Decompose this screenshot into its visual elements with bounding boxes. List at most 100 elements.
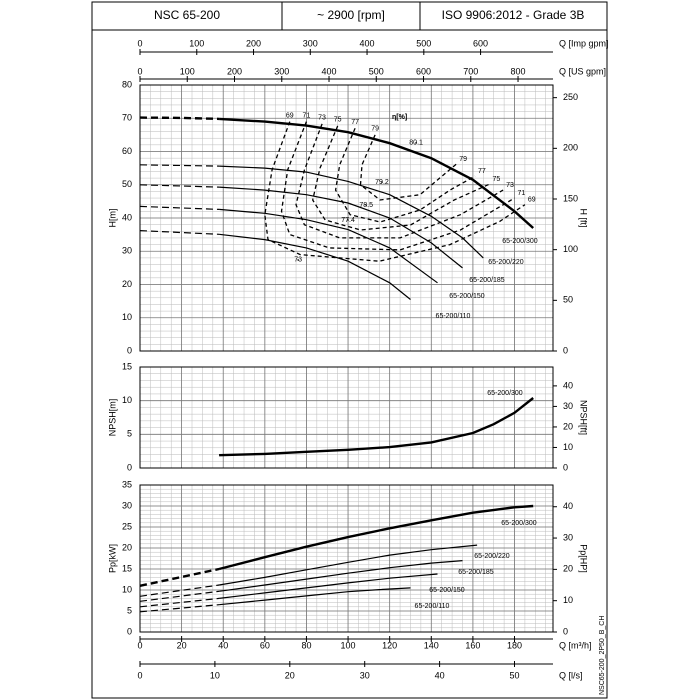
performance-curve <box>139 116 220 121</box>
x-tick-label: 20 <box>177 640 187 650</box>
x-tick-label: 40 <box>218 640 228 650</box>
x-tick-label: 300 <box>303 38 318 48</box>
y2-tick-label: 30 <box>563 401 573 411</box>
x-axis-label: Q [l/s] <box>559 670 583 680</box>
frame <box>91 1 608 699</box>
y-tick-label: 0 <box>127 626 132 636</box>
performance-curve <box>219 165 484 259</box>
performance-curve <box>219 560 463 592</box>
x-tick-label: 400 <box>322 66 337 76</box>
performance-curve <box>219 186 463 269</box>
x-axis-label: Q [Imp gpm] <box>559 38 609 48</box>
y-tick-label: 5 <box>127 429 132 439</box>
y-tick-label: 35 <box>122 479 132 489</box>
performance-curve <box>139 184 220 188</box>
y-tick-label: 15 <box>122 361 132 371</box>
x-tick-label: 20 <box>285 670 295 680</box>
y2-axis-label: H [ft] <box>579 208 589 227</box>
x-tick-label: 800 <box>511 66 526 76</box>
y-tick-label: 30 <box>122 500 132 510</box>
curve-label: 65-200/220 <box>474 553 510 560</box>
x-tick-label: 120 <box>382 640 397 650</box>
efficiency-label: 73 <box>506 182 514 189</box>
performance-curve <box>219 587 411 606</box>
y2-tick-label: 250 <box>563 92 578 102</box>
y-axis-label: H[m] <box>107 209 117 228</box>
bep-label: 80.1 <box>409 140 423 147</box>
x-tick-label: 100 <box>189 38 204 48</box>
plot-border <box>139 84 554 352</box>
x-tick-label: 60 <box>260 640 270 650</box>
x-tick-label: 50 <box>509 670 519 680</box>
y2-tick-label: 0 <box>563 345 568 355</box>
efficiency-label: 79 <box>459 156 467 163</box>
performance-curve <box>139 164 220 167</box>
model: NSC 65-200 <box>154 8 220 22</box>
efficiency-label: 77 <box>478 168 486 175</box>
y2-tick-label: 10 <box>563 595 573 605</box>
y2-tick-label: 0 <box>563 462 568 472</box>
x-axis-label: Q [m³/h] <box>559 640 592 650</box>
y-tick-label: 50 <box>122 179 132 189</box>
curve-label: 65-200/150 <box>429 587 465 594</box>
efficiency-label: 75 <box>334 117 342 124</box>
plot-border <box>139 484 554 633</box>
x-tick-label: 40 <box>435 670 445 680</box>
efficiency-label: 75 <box>493 176 501 183</box>
y-tick-label: 10 <box>122 584 132 594</box>
bep-label: 78.5 <box>359 202 373 209</box>
standard: ISO 9906:2012 - Grade 3B <box>442 8 585 22</box>
performance-curve <box>219 233 411 300</box>
y2-tick-label: 40 <box>563 501 573 511</box>
plot-area <box>140 485 553 632</box>
y2-tick-label: 100 <box>563 244 578 254</box>
performance-curve <box>219 208 438 284</box>
performance-curve <box>139 604 220 613</box>
bep-point <box>381 181 383 183</box>
y-tick-label: 20 <box>122 279 132 289</box>
y2-tick-label: 10 <box>563 442 573 452</box>
y-axis-label: Pp[kW] <box>107 544 117 573</box>
bep-point <box>297 259 299 261</box>
y2-tick-label: 20 <box>563 421 573 431</box>
bep-point <box>347 219 349 221</box>
curve-label: 65-200/300 <box>487 390 523 397</box>
curve-label: 65-200/300 <box>502 238 538 245</box>
curve-label: 65-200/185 <box>469 277 505 284</box>
bep-point <box>415 142 417 144</box>
y-tick-label: 5 <box>127 605 132 615</box>
efficiency-label: 79 <box>371 126 379 133</box>
performance-curve <box>139 230 220 235</box>
performance-curve <box>139 590 220 602</box>
efficiency-label: 69 <box>528 197 536 204</box>
y-tick-label: 60 <box>122 146 132 156</box>
performance-curve <box>219 397 534 457</box>
y2-tick-label: 0 <box>563 626 568 636</box>
x-tick-label: 300 <box>274 66 289 76</box>
x-tick-label: 0 <box>137 640 142 650</box>
x-tick-label: 0 <box>137 38 142 48</box>
x-tick-label: 100 <box>341 640 356 650</box>
performance-curve <box>219 573 438 599</box>
x-tick-label: 500 <box>369 66 384 76</box>
y2-tick-label: 200 <box>563 143 578 153</box>
y2-tick-label: 150 <box>563 193 578 203</box>
efficiency-label: 77 <box>351 119 359 126</box>
x-tick-label: 180 <box>507 640 522 650</box>
y-tick-label: 20 <box>122 542 132 552</box>
efficiency-contour <box>264 121 526 262</box>
x-tick-label: 200 <box>227 66 242 76</box>
x-tick-label: 30 <box>360 670 370 680</box>
footer-code: NSC65-200_2P50_B_CH <box>599 616 606 695</box>
bep-label: 79.2 <box>375 179 389 186</box>
x-tick-label: 600 <box>473 38 488 48</box>
efficiency-label: 71 <box>303 112 311 119</box>
y2-tick-label: 20 <box>563 564 573 574</box>
performance-curve <box>219 117 534 229</box>
curve-label: 65-200/220 <box>488 259 524 266</box>
y2-axis-label: NPSH[ft] <box>579 400 589 435</box>
performance-curve <box>139 584 220 597</box>
y-tick-label: 40 <box>122 212 132 222</box>
x-tick-label: 400 <box>360 38 375 48</box>
